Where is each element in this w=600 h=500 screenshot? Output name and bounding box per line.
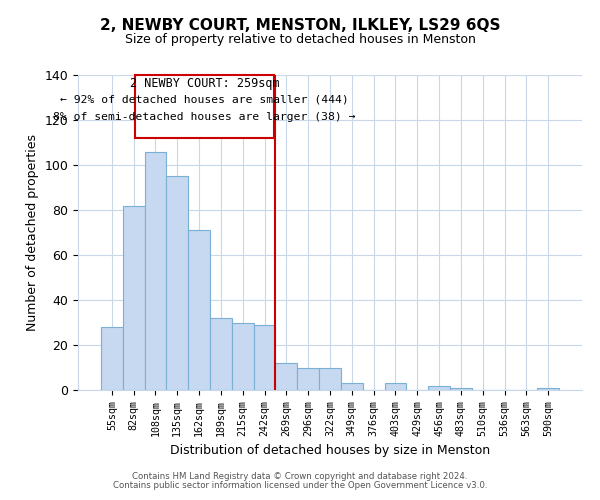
Text: Contains public sector information licensed under the Open Government Licence v3: Contains public sector information licen… [113, 481, 487, 490]
Bar [232, 322, 254, 390]
Bar [188, 230, 210, 390]
Bar [145, 152, 166, 390]
Bar [101, 327, 123, 390]
Bar [385, 383, 406, 390]
Bar [210, 318, 232, 390]
Bar [275, 363, 297, 390]
Bar [450, 388, 472, 390]
Text: 8% of semi-detached houses are larger (38) →: 8% of semi-detached houses are larger (3… [53, 112, 356, 122]
Bar [537, 388, 559, 390]
X-axis label: Distribution of detached houses by size in Menston: Distribution of detached houses by size … [170, 444, 490, 457]
Y-axis label: Number of detached properties: Number of detached properties [26, 134, 39, 331]
Text: Contains HM Land Registry data © Crown copyright and database right 2024.: Contains HM Land Registry data © Crown c… [132, 472, 468, 481]
Text: Size of property relative to detached houses in Menston: Size of property relative to detached ho… [125, 32, 475, 46]
FancyBboxPatch shape [135, 75, 274, 138]
Bar [254, 325, 275, 390]
Text: 2 NEWBY COURT: 259sqm: 2 NEWBY COURT: 259sqm [130, 77, 280, 90]
Bar [319, 368, 341, 390]
Bar [428, 386, 450, 390]
Bar [166, 176, 188, 390]
Bar [297, 368, 319, 390]
Bar [341, 383, 363, 390]
Text: 2, NEWBY COURT, MENSTON, ILKLEY, LS29 6QS: 2, NEWBY COURT, MENSTON, ILKLEY, LS29 6Q… [100, 18, 500, 32]
Bar [123, 206, 145, 390]
Text: ← 92% of detached houses are smaller (444): ← 92% of detached houses are smaller (44… [60, 95, 349, 105]
